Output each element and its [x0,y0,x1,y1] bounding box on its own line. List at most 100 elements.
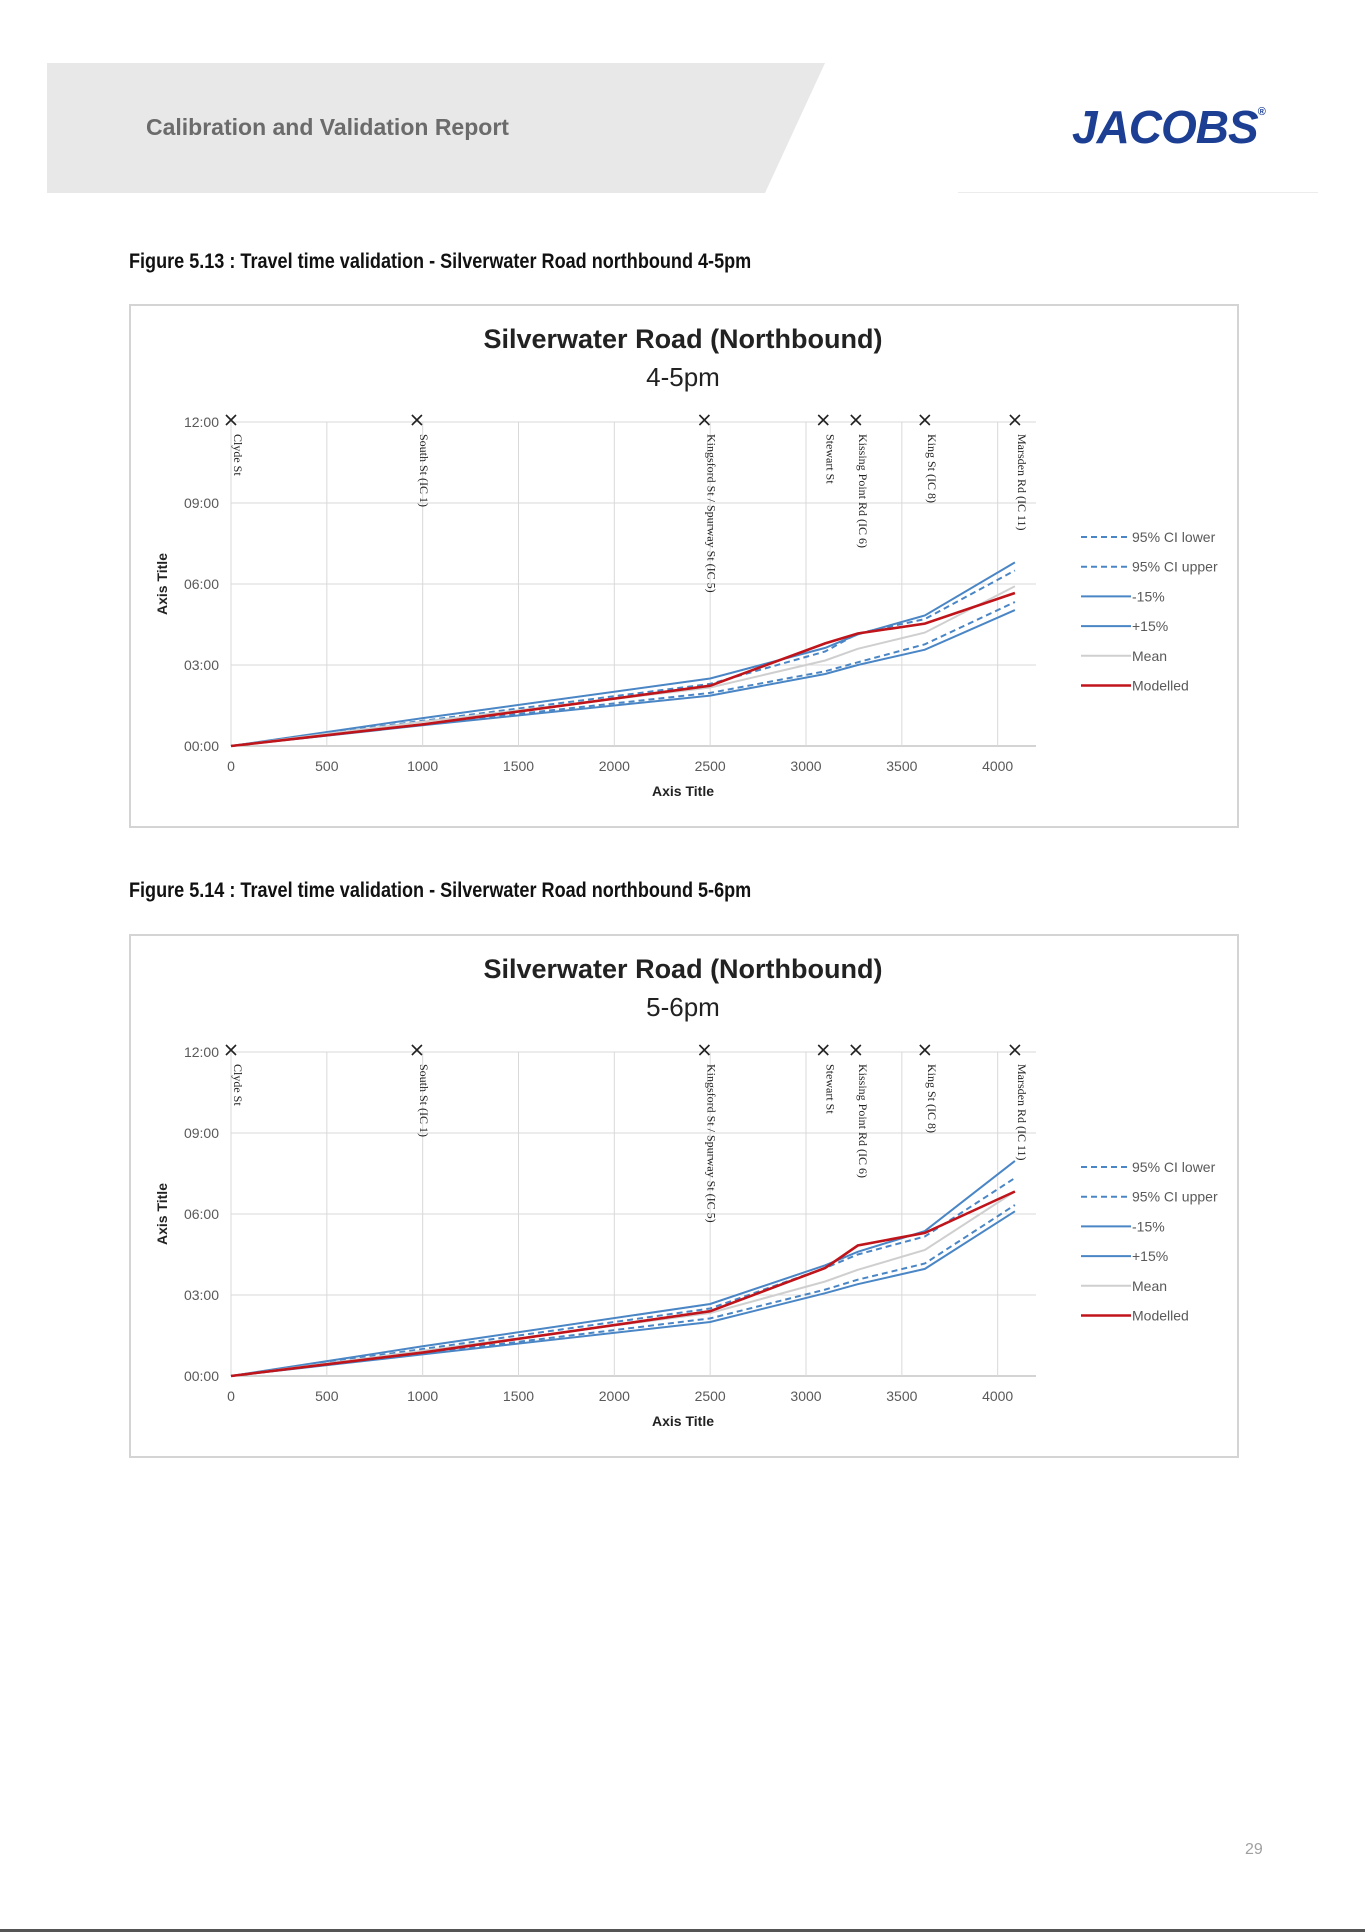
chart-1-series-line-modelled [230,591,1016,748]
bottom-rule [0,1929,1365,1932]
chart-panel-1: Silverwater Road (Northbound) 4-5pm 00:00 0… [129,304,1239,828]
chart-1-legend-label: 95% CI upper [1132,559,1218,575]
chart-1-x-tick-label: 0 [227,758,235,774]
chart-1-marker-label: Clyde St [231,434,245,476]
chart-1-marker-x-icon [850,414,862,426]
chart-1-marker-x-icon [1009,414,1021,426]
chart-2-marker-label: Kissing Point Rd (IC 6) [856,1064,870,1178]
chart-1-x-tick-label: 4000 [982,758,1013,774]
chart-2-marker-label: Clyde St [231,1064,245,1106]
chart-1-x-tick-label: 1500 [503,758,534,774]
chart-2-title: Silverwater Road (Northbound) [483,954,882,984]
chart-panel-2: Silverwater Road (Northbound) 5-6pm 00:00 0… [129,934,1239,1458]
chart-2-marker-x-icon [850,1044,862,1056]
chart-2-marker-x-icon [411,1044,423,1056]
chart-1-legend-label: -15% [1132,588,1165,604]
chart-2-legend-label: +15% [1132,1248,1168,1264]
chart-2-x-tick-label: 4000 [982,1388,1013,1404]
chart-1-y-tick-label: 09:00 [184,495,219,511]
jacobs-logo: JACOBS® [1072,100,1266,154]
chart-2-marker-x-icon [225,1044,237,1056]
logo-registered-mark: ® [1257,106,1266,118]
chart-1-x-tick-label: 2000 [599,758,630,774]
figure-caption-1: Figure 5.13 : Travel time validation - S… [129,250,752,273]
chart-1-x-tick-label: 500 [315,758,339,774]
chart-2-marker-x-icon [919,1044,931,1056]
report-title: Calibration and Validation Report [146,114,509,140]
chart-1-series-line-mean [230,585,1016,747]
chart-2-marker-label: King St (IC 8) [925,1064,939,1133]
logo-text: JACOBS [1072,101,1259,153]
header-band [47,63,825,193]
chart-2-marker-x-icon [817,1044,829,1056]
chart-1-x-tick-label: 1000 [407,758,438,774]
page-number: 29 [1245,1841,1263,1858]
chart-2-series-line-95-ci-lower [230,1204,1016,1377]
figure-caption-2: Figure 5.14 : Travel time validation - S… [129,879,752,902]
chart-2-y-tick-label: 06:00 [184,1206,219,1222]
chart-2-legend-label: 95% CI lower [1132,1159,1216,1175]
chart-2-marker-label: Marsden Rd (IC 11) [1015,1064,1029,1161]
chart-1-marker-x-icon [698,414,710,426]
chart-1-marker-x-icon [225,414,237,426]
chart-1-marker-label: Stewart St [823,434,837,484]
chart-2-y-tick-label: 03:00 [184,1287,219,1303]
chart-1-y-tick-label: 00:00 [184,738,219,754]
chart-2-x-tick-label: 2000 [599,1388,630,1404]
chart-2-y-tick-label: 12:00 [184,1044,219,1060]
chart-1-x-tick-label: 2500 [695,758,726,774]
chart-2-series-line-95-ci-upper [230,1177,1016,1377]
chart-1-marker-x-icon [919,414,931,426]
chart-1-x-tick-label: 3500 [886,758,917,774]
chart-2-y-axis-title: Axis Title [154,1183,170,1245]
chart-1-series-line--15- [230,609,1016,747]
chart-1-x-tick-label: 3000 [790,758,821,774]
chart-1-marker-label: Kissing Point Rd (IC 6) [856,434,870,548]
chart-1-y-tick-label: 06:00 [184,576,219,592]
chart-2-x-axis-title: Axis Title [652,1413,714,1429]
chart-2-x-tick-label: 1000 [407,1388,438,1404]
chart-2-y-tick-label: 09:00 [184,1125,219,1141]
chart-1-subtitle: 4-5pm [646,362,720,392]
chart-1-series-line-95-ci-upper [230,569,1016,747]
chart-1-legend-label: +15% [1132,618,1168,634]
chart-1-x-axis-title: Axis Title [652,783,714,799]
chart-1-y-tick-label: 03:00 [184,657,219,673]
chart-2-legend-label: 95% CI upper [1132,1189,1218,1205]
chart-1-title: Silverwater Road (Northbound) [483,324,882,354]
chart-2-svg: Silverwater Road (Northbound) 5-6pm 00:00 0… [154,954,1218,1429]
chart-1-svg: Silverwater Road (Northbound) 4-5pm 00:00 0… [154,324,1218,799]
chart-2-marker-x-icon [1009,1044,1021,1056]
chart-2-legend-label: Modelled [1132,1308,1189,1324]
chart-2-x-tick-label: 500 [315,1388,339,1404]
chart-1-y-axis-title: Axis Title [154,553,170,615]
chart-1-legend-label: Modelled [1132,678,1189,694]
chart-1-legend-label: Mean [1132,648,1167,664]
chart-2-series-line-mean [230,1190,1016,1377]
chart-1-marker-label: King St (IC 8) [925,434,939,503]
chart-1-marker-x-icon [411,414,423,426]
chart-2-x-tick-label: 3000 [790,1388,821,1404]
chart-1-marker-label: Marsden Rd (IC 11) [1015,434,1029,531]
chart-2-x-tick-label: 0 [227,1388,235,1404]
chart-2-series-line--15- [230,1160,1016,1377]
chart-1-legend-label: 95% CI lower [1132,529,1216,545]
chart-2-marker-x-icon [698,1044,710,1056]
chart-2-marker-label: South St (IC 1) [417,1064,431,1137]
chart-2-x-tick-label: 2500 [695,1388,726,1404]
chart-2-x-tick-label: 3500 [886,1388,917,1404]
chart-2-series-line-modelled [230,1190,1016,1378]
chart-2-legend-label: -15% [1132,1218,1165,1234]
chart-1-marker-label: South St (IC 1) [417,434,431,507]
chart-2-subtitle: 5-6pm [646,992,720,1022]
chart-2-legend-label: Mean [1132,1278,1167,1294]
header-rule [958,192,1318,193]
chart-1-marker-x-icon [817,414,829,426]
chart-1-marker-label: Kingsford St / Spurway St (IC 5) [704,434,718,593]
chart-2-marker-label: Kingsford St / Spurway St (IC 5) [704,1064,718,1223]
chart-2-y-tick-label: 00:00 [184,1368,219,1384]
chart-2-series-line--15- [230,1210,1016,1377]
chart-1-y-tick-label: 12:00 [184,414,219,430]
chart-2-marker-label: Stewart St [823,1064,837,1114]
chart-2-x-tick-label: 1500 [503,1388,534,1404]
